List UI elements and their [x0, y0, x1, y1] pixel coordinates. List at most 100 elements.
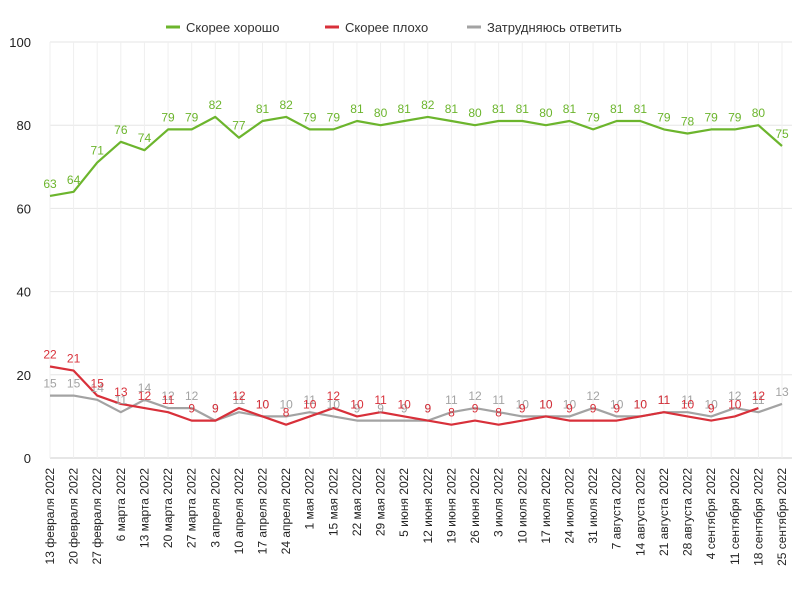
data-label: 10 — [704, 397, 718, 411]
data-label: 10 — [539, 397, 553, 411]
data-label: 81 — [492, 102, 506, 116]
data-label: 10 — [516, 397, 530, 411]
data-label: 79 — [327, 110, 341, 124]
data-label: 11 — [658, 393, 671, 407]
data-label: 81 — [563, 102, 577, 116]
data-label: 80 — [374, 106, 388, 120]
x-tick-label: 24 апреля 2022 — [279, 468, 293, 555]
data-label: 81 — [445, 102, 459, 116]
x-tick-label: 18 сентября 2022 — [751, 468, 765, 566]
data-label: 10 — [728, 397, 742, 411]
data-label: 12 — [138, 389, 152, 403]
data-label: 12 — [586, 389, 600, 403]
data-label: 9 — [424, 402, 431, 416]
data-label: 11 — [492, 393, 505, 407]
x-tick-label: 19 июня 2022 — [444, 468, 458, 544]
data-label: 10 — [279, 397, 293, 411]
y-tick-label: 80 — [17, 118, 31, 133]
data-label: 8 — [448, 406, 455, 420]
data-label: 12 — [232, 389, 246, 403]
data-label: 13 — [114, 385, 128, 399]
data-label: 10 — [681, 397, 695, 411]
legend: Скорее хорошо Скорее плохо Затрудняюсь отв… — [166, 20, 622, 35]
data-label: 79 — [704, 110, 718, 124]
x-tick-label: 4 сентября 2022 — [704, 468, 718, 560]
data-label: 9 — [377, 402, 384, 416]
legend-label: Скорее плохо — [345, 20, 428, 35]
y-tick-label: 100 — [9, 35, 31, 50]
x-tick-label: 7 августа 2022 — [610, 468, 624, 550]
x-tick-label: 26 июня 2022 — [468, 468, 482, 544]
data-label: 12 — [728, 389, 742, 403]
data-label: 63 — [43, 177, 57, 191]
data-label: 22 — [43, 347, 57, 361]
x-tick-label: 3 июля 2022 — [492, 468, 506, 537]
x-tick-label: 22 мая 2022 — [350, 468, 364, 536]
y-axis: 0 20 40 60 80 100 — [9, 35, 31, 466]
data-label: 21 — [67, 352, 81, 366]
data-label: 14 — [138, 381, 152, 395]
data-label: 12 — [161, 389, 175, 403]
data-label: 10 — [634, 397, 648, 411]
data-label: 12 — [752, 389, 766, 403]
x-tick-label: 3 апреля 2022 — [208, 468, 222, 548]
data-label: 78 — [681, 115, 695, 129]
data-label: 9 — [212, 402, 219, 416]
data-label: 10 — [256, 397, 270, 411]
y-tick-label: 40 — [17, 285, 31, 300]
data-label: 11 — [304, 393, 317, 407]
data-label: 8 — [495, 406, 502, 420]
x-tick-label: 12 июня 2022 — [421, 468, 435, 544]
data-label: 79 — [728, 110, 742, 124]
data-label: 82 — [421, 98, 435, 112]
data-label: 80 — [468, 106, 482, 120]
x-tick-label: 31 июля 2022 — [586, 468, 600, 544]
data-label: 79 — [185, 110, 199, 124]
data-label: 10 — [539, 397, 553, 411]
data-label: 10 — [634, 397, 648, 411]
series-line — [49, 115, 783, 197]
data-label: 11 — [233, 393, 246, 407]
x-tick-label: 20 февраля 2022 — [67, 468, 81, 565]
grid — [49, 41, 792, 459]
legend-label: Скорее хорошо — [186, 20, 279, 35]
data-label: 10 — [610, 397, 624, 411]
data-label: 9 — [188, 402, 195, 416]
legend-label: Затрудняюсь ответить — [487, 20, 622, 35]
x-tick-label: 1 мая 2022 — [303, 468, 317, 530]
x-tick-label: 27 марта 2022 — [185, 468, 199, 548]
data-label: 10 — [256, 397, 270, 411]
x-tick-label: 25 сентября 2022 — [775, 468, 789, 566]
data-label: 71 — [91, 144, 105, 158]
data-label: 9 — [590, 402, 597, 416]
data-label: 10 — [350, 397, 364, 411]
data-label: 11 — [681, 393, 694, 407]
data-label: 9 — [472, 402, 479, 416]
data-label: 81 — [398, 102, 412, 116]
data-label: 12 — [327, 389, 341, 403]
data-label: 9 — [212, 402, 219, 416]
data-label: 79 — [657, 110, 671, 124]
data-label: 15 — [43, 377, 57, 391]
x-tick-label: 14 августа 2022 — [633, 468, 647, 556]
data-label: 76 — [114, 123, 128, 137]
data-label: 9 — [613, 402, 620, 416]
data-label: 11 — [162, 393, 175, 407]
y-tick-label: 0 — [24, 451, 31, 466]
data-label: 8 — [283, 406, 290, 420]
data-label: 79 — [161, 110, 175, 124]
data-label: 12 — [185, 389, 199, 403]
data-label: 11 — [445, 393, 458, 407]
x-tick-label: 10 июля 2022 — [515, 468, 529, 544]
data-label: 13 — [775, 385, 789, 399]
x-tick-label: 17 июля 2022 — [539, 468, 553, 544]
x-tick-label: 28 августа 2022 — [681, 468, 695, 556]
data-label: 82 — [279, 98, 293, 112]
data-label: 81 — [634, 102, 648, 116]
data-label: 9 — [566, 402, 573, 416]
y-tick-label: 20 — [17, 368, 31, 383]
data-label: 10 — [563, 397, 577, 411]
x-tick-label: 17 апреля 2022 — [256, 468, 270, 555]
data-label: 12 — [468, 389, 482, 403]
data-label: 82 — [209, 98, 223, 112]
